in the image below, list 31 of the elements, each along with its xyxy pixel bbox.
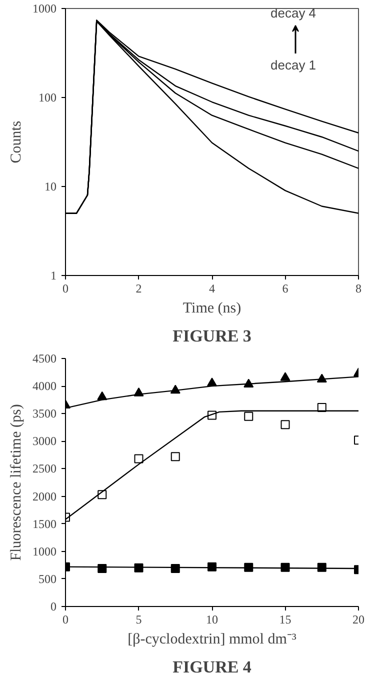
x-tick-label: 8 [356, 282, 362, 296]
y-tick-label: 2000 [32, 489, 56, 504]
x-axis-title: [β-cyclodextrin] mmol dm⁻³ [128, 632, 297, 648]
x-tick-label: 0 [62, 282, 68, 296]
x-tick-label: 5 [136, 612, 142, 626]
y-tick-label: 4000 [32, 379, 56, 394]
y-axis-title: Fluorescence lifetime (ps) [8, 404, 24, 561]
x-tick-label: 10 [206, 612, 218, 626]
y-tick-label: 1000 [32, 2, 56, 16]
y-tick-label: 500 [38, 572, 56, 586]
x-tick-label: 2 [136, 282, 142, 296]
y-tick-label: 2500 [32, 462, 56, 476]
y-tick-label: 10 [44, 180, 56, 194]
y-axis-title: Counts [8, 120, 24, 164]
y-tick-label: 1500 [32, 516, 56, 531]
x-axis-title: Time (ns) [182, 300, 242, 316]
x-tick-label: 20 [352, 612, 364, 626]
caption: FIGURE 4 [172, 658, 252, 676]
caption: FIGURE 3 [172, 326, 252, 346]
y-tick-label: 4500 [32, 352, 56, 366]
annotation: decay 1 [270, 58, 316, 72]
x-tick-label: 15 [279, 612, 292, 626]
y-tick-label: 1000 [32, 544, 56, 558]
x-tick-label: 4 [209, 282, 215, 296]
y-tick-label: 3500 [32, 406, 56, 421]
y-tick-label: 1 [50, 268, 56, 282]
y-tick-label: 3000 [32, 434, 56, 448]
y-tick-label: 100 [38, 90, 56, 104]
x-tick-label: 0 [62, 612, 68, 626]
x-tick-label: 6 [282, 282, 288, 296]
y-tick-label: 0 [50, 600, 56, 614]
